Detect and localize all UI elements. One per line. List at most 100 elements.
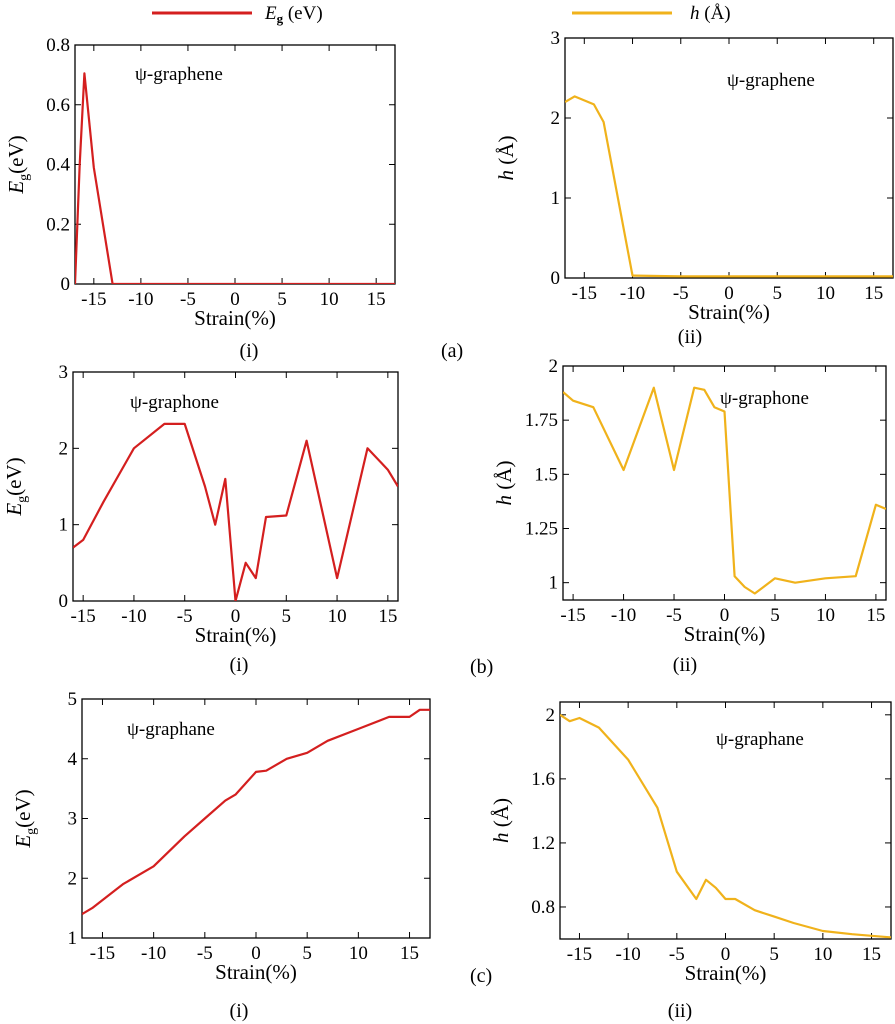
x-axis-label: Strain(%)	[684, 622, 766, 646]
x-tick-label: -15	[567, 944, 592, 965]
y-tick-label: 1	[59, 515, 69, 536]
plot-frame	[74, 44, 396, 285]
x-tick-label: 0	[230, 289, 240, 310]
x-tick-label: 5	[277, 289, 287, 310]
y-tick-label: 1	[68, 928, 78, 949]
series-line	[565, 95, 893, 278]
y-tick-label: 0.8	[531, 897, 555, 918]
x-axis-label: Strain(%)	[195, 623, 277, 647]
material-annotation: ψ-graphene	[135, 64, 223, 85]
y-axis-subscript: g	[24, 828, 39, 835]
y-tick-label: 3	[551, 28, 561, 49]
x-tick-label: -5	[666, 605, 682, 626]
panels: -15 -10 -5 0 5 10 1500.20.40.60.8ψ-grapheneStr…	[2, 28, 894, 1022]
x-tick-label: 10	[349, 943, 368, 964]
x-tick-label: 10	[816, 283, 835, 304]
y-axis-label: Eg(eV)	[11, 789, 39, 848]
y-tick-label: 1	[551, 188, 561, 209]
legend-eg-symbol: E	[264, 3, 277, 24]
y-tick-label: 1.25	[525, 519, 558, 540]
x-tick-label: -10	[121, 606, 146, 627]
x-tick-label: -15	[70, 606, 95, 627]
y-tick-label: 0	[59, 591, 69, 612]
x-axis-label: Strain(%)	[215, 960, 297, 984]
x-tick-label: 0	[721, 944, 731, 965]
x-tick-label: -10	[620, 283, 645, 304]
x-tick-label: -10	[611, 605, 636, 626]
y-axis-unit: (eV)	[2, 457, 26, 495]
series-line	[75, 72, 395, 284]
x-tick-label: 0	[231, 606, 241, 627]
x-tick-label: 0	[720, 605, 730, 626]
panel-caption: (i)	[230, 654, 249, 676]
y-axis-label: h (Å)	[492, 461, 516, 506]
material-annotation: ψ-graphene	[727, 70, 815, 91]
y-axis-symbol: h	[492, 495, 516, 506]
row-label-c: (c)	[470, 965, 492, 987]
legend-eg-subscript: g	[277, 11, 284, 26]
x-tick-label: 15	[864, 283, 883, 304]
x-tick-label: -10	[615, 944, 640, 965]
panel-caption: (i)	[230, 1000, 249, 1022]
x-tick-label: 15	[400, 943, 419, 964]
x-tick-label: -5	[177, 606, 193, 627]
legend-eg-unit: (eV)	[283, 3, 323, 24]
x-tick-label: 10	[328, 606, 347, 627]
x-tick-label: -10	[128, 289, 153, 310]
y-tick-label: 5	[68, 689, 78, 710]
x-tick-label: -15	[90, 943, 115, 964]
x-tick-label: 5	[772, 283, 782, 304]
y-axis-symbol: h	[489, 832, 513, 843]
chart-b-i: -15 -10 -5 0 5 10 150123ψ-graphoneStrain(%)Eg(…	[2, 362, 399, 676]
x-axis-label: Strain(%)	[688, 300, 770, 324]
x-tick-label: -15	[572, 283, 597, 304]
x-tick-label: -10	[141, 943, 166, 964]
panel-caption: (ii)	[678, 326, 702, 348]
series-line	[82, 708, 430, 916]
series-line	[560, 713, 891, 939]
row-label-b: (b)	[470, 656, 493, 678]
series-line	[73, 422, 398, 601]
chart-b-ii: -15 -10 -5 0 5 10 15 1 1.25 1.5 1.75 2 ψ-graphone Str…	[492, 356, 887, 676]
x-axis-label: Strain(%)	[194, 306, 276, 330]
x-tick-label: 10	[813, 944, 832, 965]
y-axis-symbol: h	[494, 170, 518, 181]
x-tick-label: -5	[673, 283, 689, 304]
x-tick-label: 15	[378, 606, 397, 627]
panel-caption: (ii)	[668, 1000, 692, 1022]
y-tick-label: 0.6	[46, 95, 70, 116]
y-axis-label: h (Å)	[489, 798, 513, 843]
x-tick-label: -5	[197, 943, 213, 964]
material-annotation: ψ-graphane	[127, 719, 215, 740]
legend: Eg (eV) h (Å)	[152, 3, 731, 26]
y-axis-unit: (Å)	[489, 798, 513, 832]
y-tick-label: 2	[546, 705, 556, 726]
y-tick-label: 1.6	[531, 769, 555, 790]
series-line	[563, 386, 886, 595]
legend-h-unit: (Å)	[700, 3, 731, 24]
panel-caption: (ii)	[673, 654, 697, 676]
legend-label-eg: Eg (eV)	[264, 3, 323, 26]
y-tick-label: 2	[549, 356, 559, 377]
y-tick-label: 3	[68, 809, 78, 830]
plot-frame	[72, 371, 399, 602]
x-tick-label: 0	[724, 283, 734, 304]
y-axis-unit: (Å)	[492, 461, 516, 495]
y-tick-label: 2	[59, 438, 69, 459]
x-tick-label: 5	[769, 944, 779, 965]
y-tick-label: 1.2	[531, 833, 555, 854]
y-axis-subscript: g	[17, 174, 32, 181]
y-axis-label: Eg(eV)	[4, 135, 32, 194]
x-tick-label: 15	[866, 605, 885, 626]
y-tick-label: 0.8	[46, 35, 70, 56]
x-tick-label: 10	[320, 289, 339, 310]
y-tick-label: 2	[551, 108, 561, 129]
chart-a-i: -15 -10 -5 0 5 10 15 0 0.2 0.4 0.6 0.8 ψ-graphene Str…	[4, 35, 396, 362]
y-tick-label: 0.4	[46, 155, 70, 176]
x-tick-label: 10	[816, 605, 835, 626]
y-axis-symbol: E	[4, 181, 28, 195]
y-axis-unit: (Å)	[494, 136, 518, 170]
x-tick-label: -5	[180, 289, 196, 310]
y-axis-unit: (eV)	[11, 789, 35, 827]
